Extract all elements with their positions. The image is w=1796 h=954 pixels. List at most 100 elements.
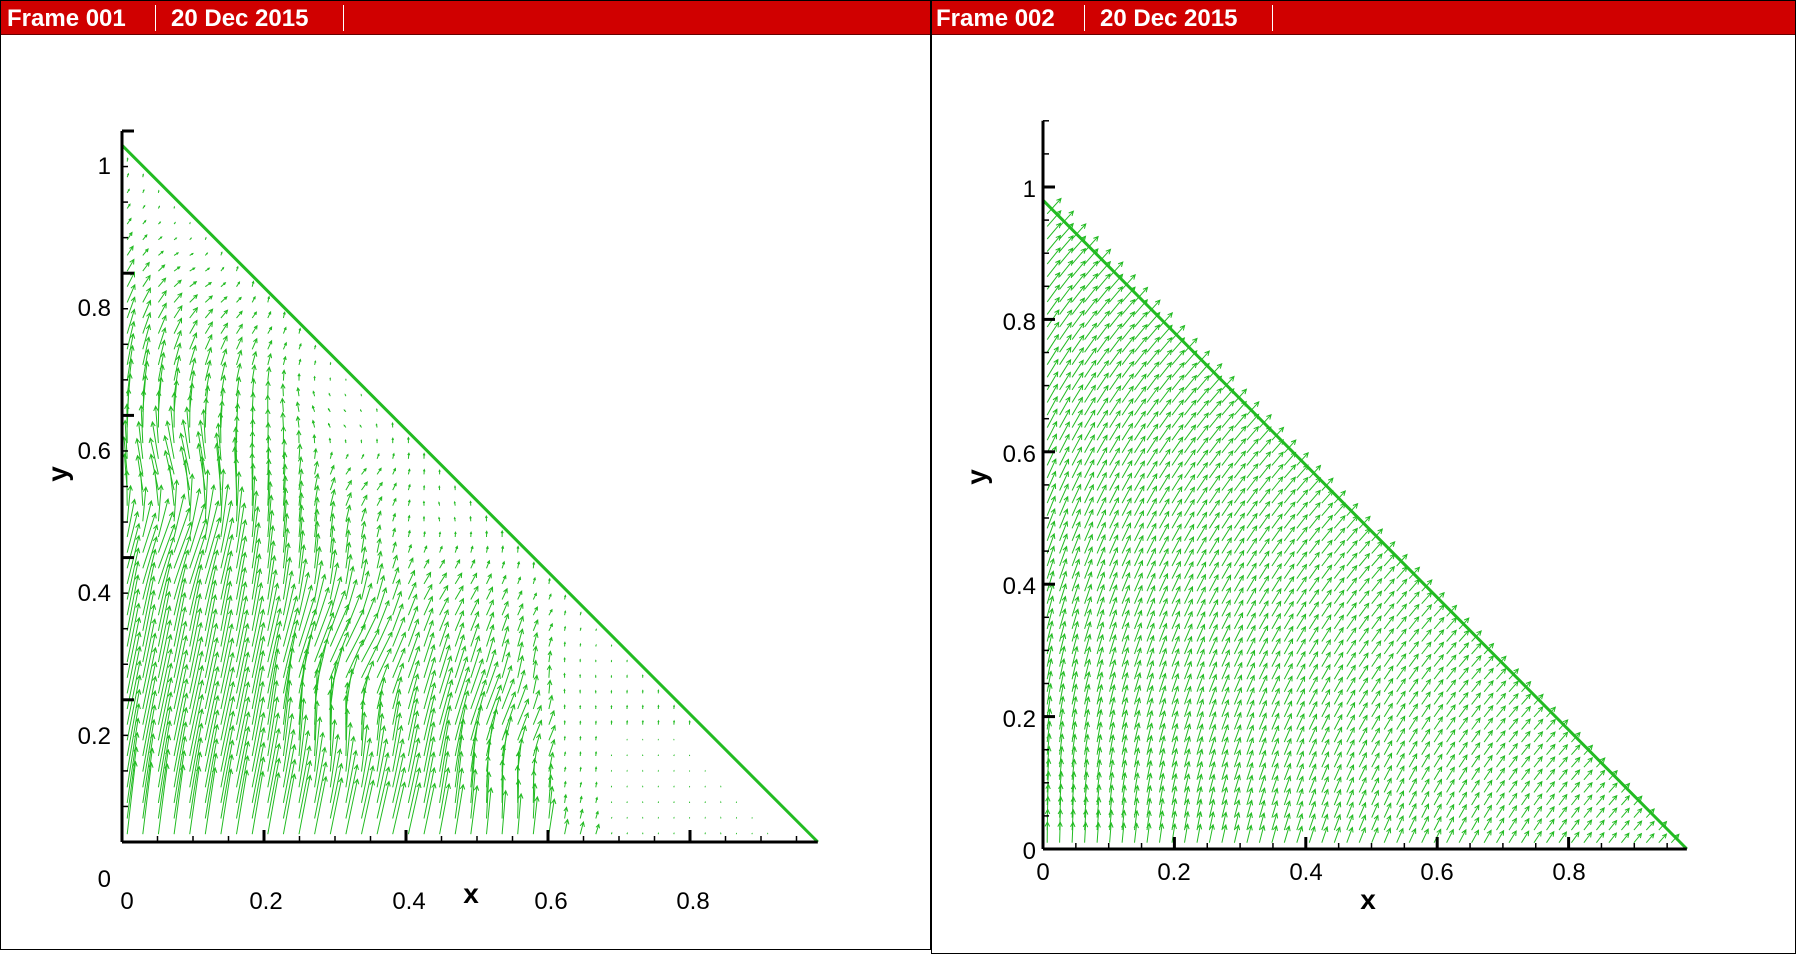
vector-arrow	[1308, 514, 1321, 529]
vector-arrow	[1246, 525, 1258, 542]
vector-arrow	[142, 336, 151, 366]
vector-arrow	[251, 324, 258, 334]
vector-arrow	[1446, 766, 1455, 781]
vector-arrow	[173, 606, 187, 663]
vector-arrow	[1159, 572, 1169, 592]
vector-arrow	[1383, 665, 1394, 680]
vector-arrow	[1358, 714, 1368, 730]
vector-arrow	[579, 720, 582, 725]
vector-arrow	[345, 491, 352, 506]
vector-arrow	[1583, 806, 1593, 818]
vector-arrow	[1196, 499, 1208, 516]
vector-arrow	[1221, 649, 1230, 667]
vector-arrow	[1146, 473, 1158, 491]
vector-arrow	[1059, 396, 1071, 416]
vector-arrow	[126, 332, 136, 365]
vector-arrow	[1233, 636, 1243, 655]
y-tick-label: 0.2	[1003, 706, 1036, 733]
vector-arrow	[1371, 627, 1382, 642]
vector-arrow	[1171, 498, 1183, 516]
vector-arrow	[142, 299, 152, 319]
vector-arrow	[1070, 796, 1076, 818]
vector-arrow	[392, 631, 406, 663]
vector-arrow	[189, 592, 202, 647]
vector-arrow	[486, 695, 502, 741]
vector-arrow	[1471, 779, 1480, 793]
vector-arrow	[1333, 726, 1343, 743]
vector-arrow	[392, 603, 404, 631]
vector-arrow	[204, 346, 213, 366]
vector-arrow	[1096, 696, 1104, 718]
vector-arrow	[1521, 805, 1530, 818]
vector-arrow	[173, 342, 182, 366]
vector-arrow	[1046, 532, 1056, 554]
vector-arrow	[173, 634, 188, 694]
vector-arrow	[1308, 738, 1317, 755]
vector-arrow	[126, 702, 141, 772]
vector-arrow	[610, 704, 613, 710]
vector-arrow	[547, 650, 553, 663]
vector-arrow	[579, 673, 582, 678]
vector-arrow	[1196, 685, 1205, 705]
vector-arrow	[594, 674, 597, 678]
vector-arrow	[1508, 730, 1519, 743]
vector-arrow	[423, 669, 437, 710]
vector-arrow	[236, 696, 251, 757]
vector-arrow	[1208, 611, 1218, 630]
vector-arrow	[220, 483, 231, 538]
vector-arrow	[1308, 563, 1320, 579]
y-tick-label: 0.8	[78, 295, 111, 322]
vector-arrow	[295, 415, 301, 428]
vector-arrow	[1096, 621, 1105, 642]
vector-arrow	[1184, 461, 1196, 479]
vector-arrow	[470, 690, 486, 741]
vector-arrow	[173, 649, 189, 710]
vector-arrow	[501, 613, 510, 631]
vector-arrow	[267, 582, 280, 631]
vector-arrow	[376, 614, 392, 647]
vector-arrow	[142, 661, 158, 725]
vector-arrow	[1296, 601, 1307, 617]
vector-arrow	[184, 406, 191, 444]
vector-arrow	[407, 543, 412, 553]
vector-arrow	[1608, 794, 1618, 806]
vector-arrow	[1083, 796, 1089, 818]
vector-arrow	[1458, 642, 1470, 655]
vector-arrow	[345, 593, 362, 631]
x-tick-label: 0.6	[1420, 859, 1453, 886]
vector-arrow	[173, 237, 178, 241]
vector-arrow	[1184, 486, 1195, 504]
vector-arrow	[1358, 590, 1370, 605]
vector-arrow	[1171, 386, 1185, 403]
vector-arrow	[1371, 777, 1380, 793]
vector-arrow	[236, 349, 243, 366]
vector-arrow	[1533, 793, 1543, 806]
vector-arrow	[1570, 831, 1580, 843]
vector-arrow	[1296, 576, 1307, 592]
vector-arrow	[407, 529, 411, 538]
vector-arrow	[1283, 737, 1292, 755]
vector-arrow	[267, 540, 276, 584]
vector-arrow	[1184, 748, 1191, 768]
vector-arrow	[454, 666, 470, 710]
frame-label: Frame 002	[936, 5, 1055, 32]
vector-arrow	[1259, 463, 1271, 479]
vector-arrow	[407, 569, 416, 585]
vector-arrow	[1408, 790, 1417, 806]
vector-arrow	[1321, 626, 1332, 642]
vector-arrow	[1408, 591, 1420, 605]
vector-arrow	[1082, 821, 1089, 843]
vector-arrow	[1196, 436, 1209, 454]
vector-arrow	[610, 720, 613, 725]
vector-arrow	[1071, 371, 1084, 391]
vector-arrow	[454, 633, 465, 663]
vector-arrow	[1496, 717, 1506, 730]
vector-arrow	[1258, 749, 1267, 768]
vector-arrow	[1146, 348, 1160, 366]
vector-arrow	[1246, 649, 1256, 667]
vector-arrow	[1321, 551, 1333, 567]
vector-arrow	[1221, 661, 1230, 680]
vector-arrow	[1383, 652, 1394, 667]
vector-arrow	[329, 603, 350, 647]
vector-arrow	[135, 454, 144, 491]
